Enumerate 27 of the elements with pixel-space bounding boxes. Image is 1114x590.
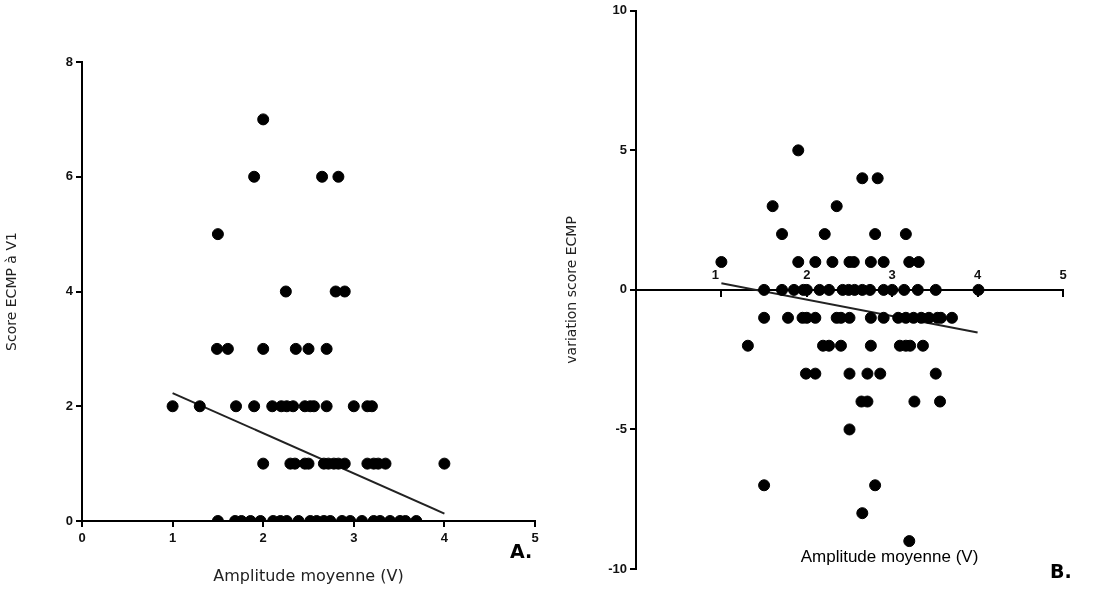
y-tick-label: 0 <box>65 512 73 528</box>
y-tick-label: -5 <box>615 421 627 437</box>
x-axis-title: Amplitude moyenne (V) <box>213 565 404 585</box>
x-tick-label: 4 <box>440 530 449 546</box>
y-tick-label: 10 <box>612 2 627 18</box>
annotation: B. <box>1050 560 1072 582</box>
x-tick-label: 0 <box>78 530 86 546</box>
y-tick-label: 8 <box>65 53 73 69</box>
x-axis-title: Amplitude moyenne (V) <box>800 547 979 567</box>
text: A. <box>510 540 533 562</box>
x-tick-label: 3 <box>350 530 358 546</box>
x-tick-label: 3 <box>888 266 896 282</box>
x-tick-label: 2 <box>803 266 811 282</box>
y-tick-label: 5 <box>619 141 627 157</box>
y-axis-title: Score ECMP à V1 <box>3 232 20 351</box>
y-tick-label: 6 <box>65 168 73 184</box>
x-tick-label: 4 <box>973 266 982 282</box>
x-tick-label: 5 <box>531 530 539 546</box>
y-tick-label: 2 <box>65 397 73 413</box>
x-tick-label: 1 <box>168 530 177 546</box>
x-tick-label: 1 <box>711 266 720 282</box>
y-tick-label: -10 <box>608 560 627 576</box>
x-tick-label: 2 <box>259 530 267 546</box>
x-tick-label: 5 <box>1059 266 1067 282</box>
y-tick-label: 4 <box>65 283 74 299</box>
y-axis-title: variation score ECMP <box>563 216 580 364</box>
y-tick-label: 0 <box>619 281 627 297</box>
